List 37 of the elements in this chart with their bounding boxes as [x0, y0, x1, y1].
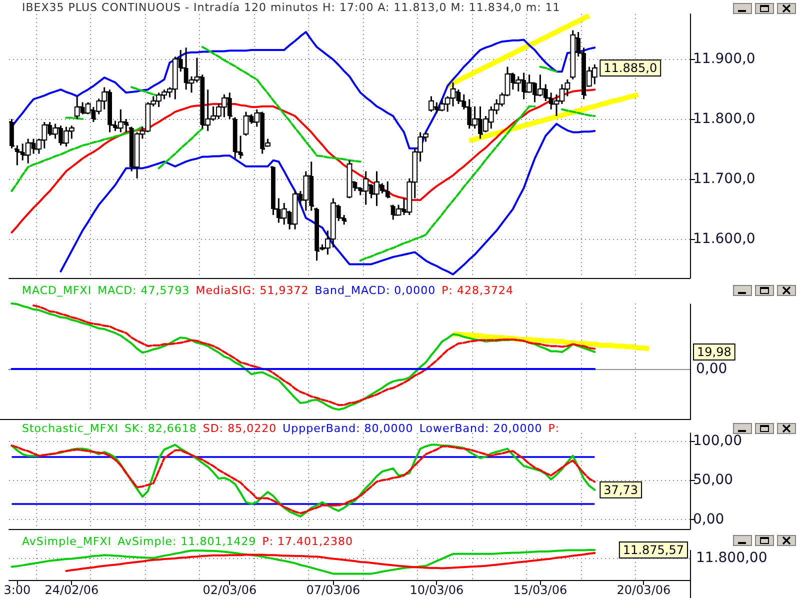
y-tick-label: 100,00 [693, 432, 742, 449]
annotation: P: [548, 422, 560, 435]
data-label: 37,73 [604, 482, 638, 497]
text: P: 17.401,2380 [262, 535, 354, 548]
y-tick-label: 11.800,0 [693, 111, 756, 127]
x-tick-label: 15/03/06 [513, 583, 568, 597]
x-tick-label: 24/02/06 [44, 583, 99, 597]
chart-title: AvSimple_MFXI [22, 535, 112, 548]
text: P: 428,3724 [442, 284, 514, 297]
x-tick-label: 3:00 [4, 583, 31, 597]
candlestick [8, 118, 16, 150]
ref-line-label: LowerBand: 20,0000 [419, 422, 542, 435]
x-tick-label: 02/03/06 [202, 583, 257, 597]
text: 11.800,00 [696, 550, 768, 566]
y-tick-label: 11.600,0 [693, 231, 756, 247]
x-tick-label: 20/03/06 [616, 583, 671, 597]
text: 19,98 [697, 344, 732, 359]
y-tick-label: 0,00 [693, 512, 724, 528]
text: 11.885,0 [604, 61, 658, 75]
text: MediaSIG: 51,9372 [196, 284, 309, 297]
y-tick-label: 50,00 [693, 472, 734, 488]
text: MACD: 47,5793 [98, 284, 190, 297]
series-label: AvSimple: 11.801,1429 [118, 535, 256, 548]
x-tick-label: 07/03/06 [306, 583, 360, 597]
line-series [10, 88, 596, 234]
series-label: SK: 82,6618 [124, 422, 197, 435]
y-tick-label: 11.900,0 [693, 51, 756, 67]
chart-title: MACD_MFXI [22, 284, 92, 297]
y-tick-label: 11.700,0 [693, 171, 756, 187]
chart-title: IBEX35 PLUS CONTINUOUS - Intradía 120 minutos H: 17:00 A: 11.813,0 M: 11.834,0 m: 11 [22, 1, 560, 14]
ref-line-label: UppperBand: 80,0000 [282, 422, 414, 435]
line-series [60, 122, 596, 276]
chart-title: Stochastic_MFXI [22, 422, 119, 435]
annotation: 11.875,57 [622, 543, 684, 557]
x-tick-label: 10/03/06 [410, 583, 464, 597]
text: SD: 85,0220 [202, 422, 277, 435]
text: Band_MACD: 0,0000 [314, 284, 436, 297]
